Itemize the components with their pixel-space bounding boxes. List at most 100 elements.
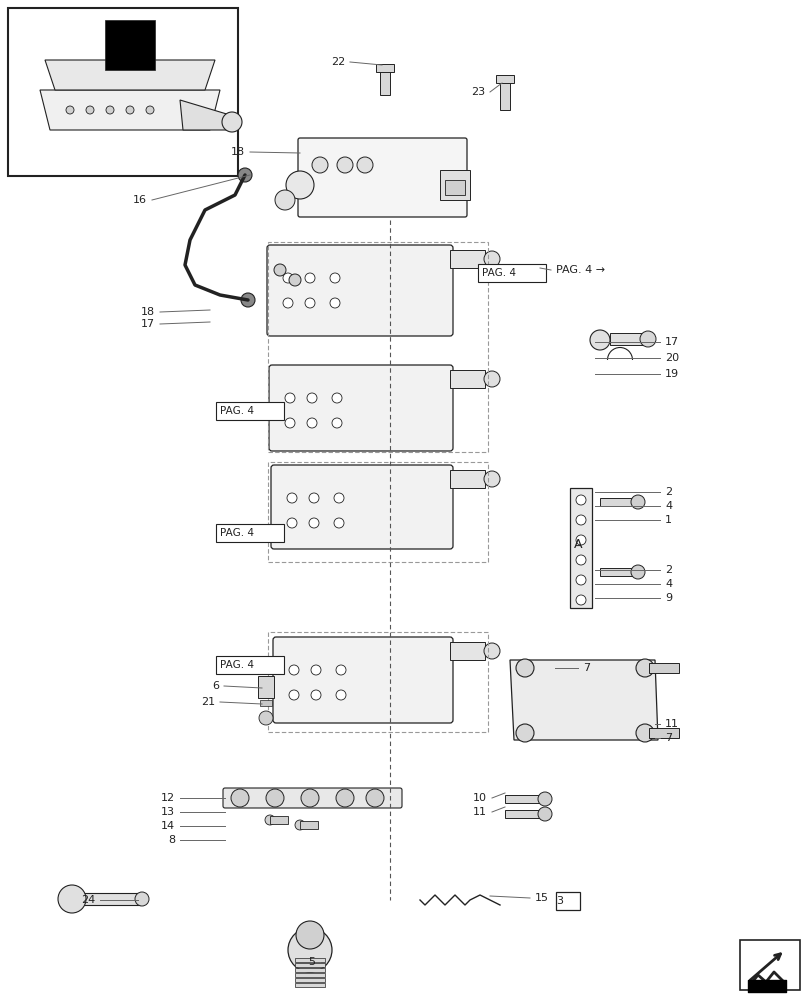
Bar: [569, 488, 591, 608]
Circle shape: [333, 493, 344, 503]
Bar: [299, 821, 318, 829]
Circle shape: [333, 518, 344, 528]
Circle shape: [329, 273, 340, 283]
Text: 15: 15: [534, 893, 548, 903]
Bar: [216, 402, 284, 420]
Circle shape: [515, 724, 534, 742]
Polygon shape: [509, 660, 657, 740]
Bar: [294, 963, 324, 967]
Bar: [294, 968, 324, 972]
Text: 5: 5: [307, 957, 315, 967]
Circle shape: [126, 106, 134, 114]
Text: 6: 6: [212, 681, 219, 691]
Text: 4: 4: [664, 501, 672, 511]
Circle shape: [273, 264, 285, 276]
Circle shape: [630, 565, 644, 579]
Polygon shape: [180, 100, 232, 130]
Circle shape: [307, 393, 316, 403]
Circle shape: [238, 168, 251, 182]
Circle shape: [538, 807, 551, 821]
Text: 22: 22: [330, 57, 345, 67]
Text: 20: 20: [664, 353, 678, 363]
Text: 7: 7: [582, 663, 590, 673]
Bar: [270, 816, 288, 824]
Text: 13: 13: [161, 807, 175, 817]
Circle shape: [307, 418, 316, 428]
Circle shape: [483, 643, 500, 659]
Bar: [449, 250, 484, 268]
Bar: [216, 524, 284, 542]
Circle shape: [590, 330, 609, 350]
Bar: [449, 370, 484, 388]
Circle shape: [575, 595, 586, 605]
Circle shape: [336, 690, 345, 700]
Text: 8: 8: [168, 835, 175, 845]
Bar: [260, 700, 272, 706]
Circle shape: [286, 493, 297, 503]
Circle shape: [285, 171, 314, 199]
Bar: [599, 498, 637, 506]
Circle shape: [309, 493, 319, 503]
Text: A: A: [573, 538, 581, 550]
Text: 14: 14: [161, 821, 175, 831]
Circle shape: [288, 928, 332, 972]
Text: PAG. 4: PAG. 4: [482, 268, 515, 278]
Text: 10: 10: [473, 793, 487, 803]
Circle shape: [336, 665, 345, 675]
Circle shape: [275, 190, 294, 210]
Text: 17: 17: [140, 319, 155, 329]
Circle shape: [483, 251, 500, 267]
Text: 17: 17: [664, 337, 678, 347]
Bar: [268, 632, 487, 732]
Text: 19: 19: [664, 369, 678, 379]
Bar: [75, 893, 139, 905]
Bar: [8, 8, 238, 176]
Text: 18: 18: [140, 307, 155, 317]
Text: 23: 23: [470, 87, 484, 97]
Circle shape: [575, 495, 586, 505]
Text: 12: 12: [161, 793, 175, 803]
Circle shape: [538, 792, 551, 806]
Circle shape: [289, 690, 298, 700]
Circle shape: [336, 789, 354, 807]
FancyBboxPatch shape: [298, 138, 466, 217]
Text: 16: 16: [133, 195, 147, 205]
Text: 24: 24: [80, 895, 95, 905]
Circle shape: [311, 665, 320, 675]
FancyBboxPatch shape: [271, 465, 453, 549]
Bar: [444, 180, 465, 195]
Circle shape: [635, 724, 653, 742]
Text: 11: 11: [473, 807, 487, 817]
Circle shape: [357, 157, 372, 173]
Circle shape: [58, 885, 86, 913]
Bar: [294, 978, 324, 982]
Circle shape: [483, 371, 500, 387]
Bar: [648, 663, 678, 673]
Circle shape: [311, 690, 320, 700]
Circle shape: [332, 393, 341, 403]
Bar: [258, 676, 273, 698]
Text: 4: 4: [664, 579, 672, 589]
Circle shape: [305, 273, 315, 283]
Bar: [294, 983, 324, 987]
Circle shape: [630, 495, 644, 509]
Circle shape: [575, 535, 586, 545]
FancyBboxPatch shape: [268, 365, 453, 451]
Circle shape: [311, 157, 328, 173]
Circle shape: [264, 815, 275, 825]
Circle shape: [283, 273, 293, 283]
Circle shape: [135, 892, 148, 906]
Bar: [449, 470, 484, 488]
Bar: [599, 568, 637, 576]
Circle shape: [241, 293, 255, 307]
Text: PAG. 4: PAG. 4: [220, 406, 254, 416]
Bar: [268, 242, 487, 452]
Text: 21: 21: [200, 697, 215, 707]
Bar: [449, 642, 484, 660]
Bar: [216, 656, 284, 674]
Bar: [268, 462, 487, 562]
FancyBboxPatch shape: [223, 788, 401, 808]
Text: PAG. 4: PAG. 4: [220, 528, 254, 538]
Text: PAG. 4 →: PAG. 4 →: [556, 265, 604, 275]
Circle shape: [285, 418, 294, 428]
